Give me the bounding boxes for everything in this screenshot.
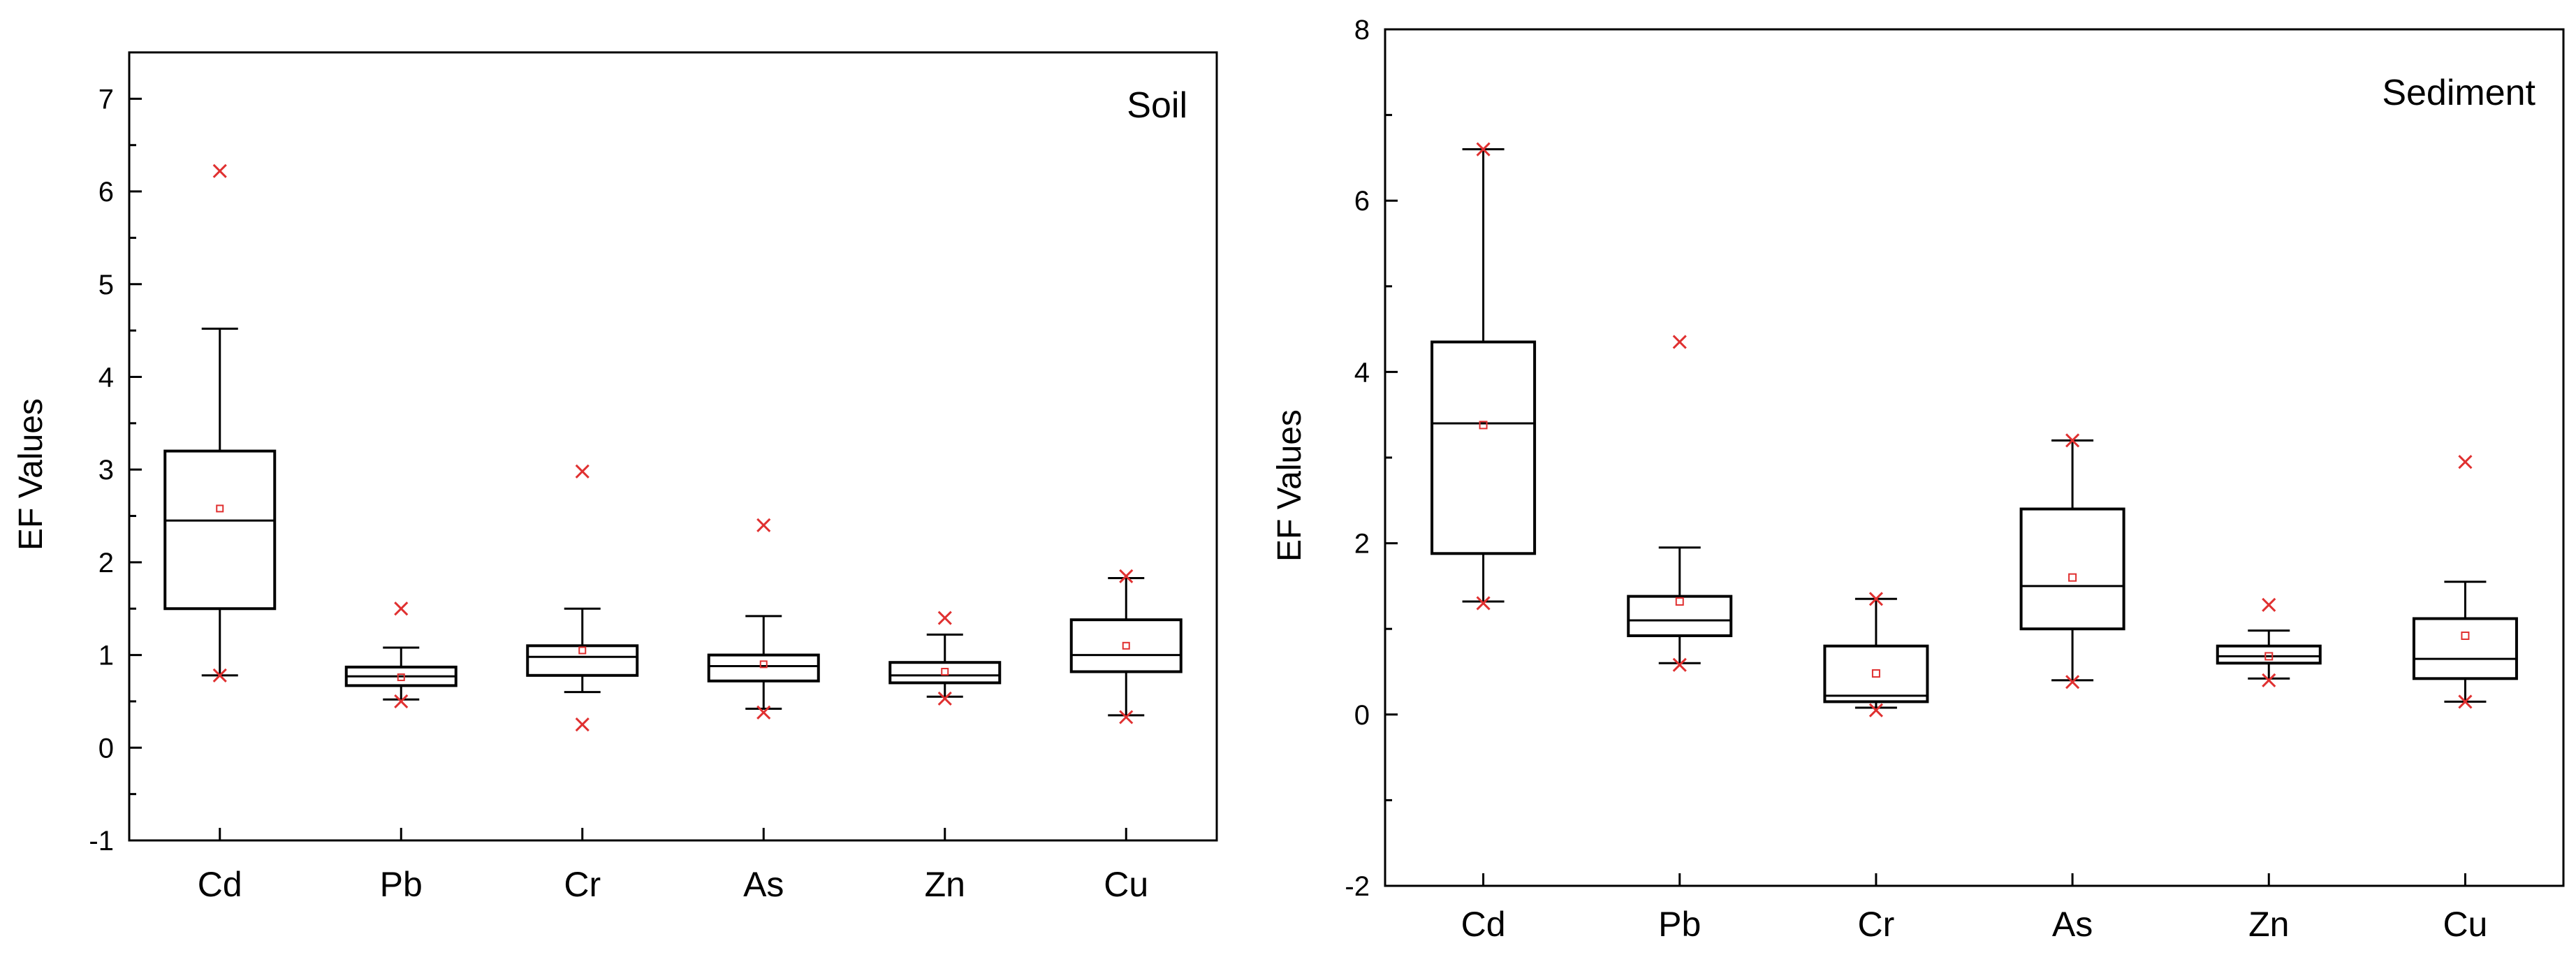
soil-xtick-label-cd: Cd bbox=[198, 865, 242, 904]
soil-box-as bbox=[707, 518, 820, 720]
mean-marker bbox=[941, 667, 949, 676]
soil-panel-title: Soil bbox=[1127, 85, 1187, 126]
soil-box-pb bbox=[344, 602, 458, 709]
sediment-ytick-label: 4 bbox=[1354, 357, 1370, 388]
min-marker bbox=[394, 694, 409, 709]
soil-box-cr bbox=[526, 464, 639, 732]
soil-ytick-label: 4 bbox=[98, 362, 114, 393]
soil-ytick-label: 1 bbox=[98, 641, 114, 671]
soil-xtick-label-pb: Pb bbox=[380, 865, 423, 904]
soil-box-cd bbox=[163, 163, 277, 683]
iqr-box bbox=[163, 449, 277, 611]
soil-ytick-label: 3 bbox=[98, 455, 114, 486]
sediment-box-pb bbox=[1627, 335, 1733, 672]
soil-ytick-label: 7 bbox=[98, 84, 114, 115]
iqr-box bbox=[707, 653, 820, 683]
mean-marker bbox=[1675, 597, 1684, 606]
min-marker bbox=[1672, 657, 1687, 672]
min-marker bbox=[1476, 596, 1491, 611]
sediment-plot-frame bbox=[1384, 28, 2565, 887]
sediment-xtick-label-zn: Zn bbox=[2248, 905, 2289, 944]
sediment-panel: -2 0 2 4 6 8 EF Values Cd Pb Cr As Zn Cu Sediment bbox=[1271, 15, 2565, 944]
iqr-box bbox=[1430, 340, 1537, 555]
sediment-ytick-label: -2 bbox=[1345, 871, 1370, 902]
soil-ytick-label: 5 bbox=[98, 270, 114, 300]
mean-marker bbox=[1122, 641, 1130, 650]
mean-marker bbox=[397, 673, 405, 681]
mean-marker bbox=[2461, 632, 2470, 641]
mean-marker bbox=[2264, 652, 2274, 661]
mean-marker bbox=[759, 660, 768, 669]
max-marker bbox=[1672, 335, 1687, 349]
sediment-box-cu bbox=[2412, 455, 2518, 709]
sediment-box-cd bbox=[1430, 142, 1537, 611]
sediment-box-as bbox=[2019, 433, 2125, 690]
min-marker bbox=[937, 691, 952, 706]
sediment-y-axis-label: EF Values bbox=[1271, 409, 1308, 562]
soil-box-cu bbox=[1069, 569, 1183, 724]
sediment-box-cr bbox=[1823, 592, 1929, 717]
soil-plot-frame bbox=[128, 51, 1218, 842]
iqr-box bbox=[1627, 595, 1733, 638]
iqr-box bbox=[2216, 644, 2322, 665]
sediment-xtick-label-cr: Cr bbox=[1858, 905, 1895, 944]
max-marker bbox=[1119, 569, 1134, 583]
min-marker bbox=[575, 717, 590, 732]
iqr-box bbox=[888, 661, 1002, 685]
min-marker bbox=[2458, 694, 2473, 709]
iqr-box bbox=[526, 644, 639, 677]
sediment-xtick-label-as: As bbox=[2052, 905, 2093, 944]
sediment-ytick-label: 8 bbox=[1354, 15, 1370, 45]
mean-marker bbox=[1871, 669, 1880, 678]
soil-ytick-label: -1 bbox=[89, 826, 114, 856]
max-marker bbox=[937, 611, 952, 625]
max-marker bbox=[394, 602, 409, 616]
min-marker bbox=[1119, 710, 1134, 724]
max-marker bbox=[2065, 433, 2080, 448]
sediment-xtick-label-cd: Cd bbox=[1461, 905, 1506, 944]
max-marker bbox=[575, 464, 590, 479]
soil-box-zn bbox=[888, 611, 1002, 706]
soil-panel: -1 0 1 2 3 4 5 6 7 EF Values Cd Pb Cr As Zn Cu Soil bbox=[13, 51, 1218, 904]
max-marker bbox=[2262, 597, 2276, 612]
mean-marker bbox=[578, 646, 587, 655]
iqr-box bbox=[1823, 644, 1929, 704]
sediment-xtick-label-cu: Cu bbox=[2443, 905, 2487, 944]
soil-xtick-label-cu: Cu bbox=[1104, 865, 1148, 904]
soil-y-axis-label: EF Values bbox=[13, 398, 50, 551]
soil-ytick-label: 6 bbox=[98, 177, 114, 207]
sediment-ytick-label: 6 bbox=[1354, 186, 1370, 217]
max-marker bbox=[1868, 592, 1883, 606]
iqr-box bbox=[2019, 507, 2125, 631]
min-marker bbox=[2065, 675, 2080, 690]
soil-ytick-label: 2 bbox=[98, 548, 114, 578]
sediment-panel-title: Sediment bbox=[2382, 73, 2535, 113]
sediment-box-zn bbox=[2216, 597, 2322, 687]
soil-xtick-label-as: As bbox=[743, 865, 784, 904]
soil-xtick-label-cr: Cr bbox=[564, 865, 601, 904]
max-marker bbox=[2458, 455, 2473, 469]
max-marker bbox=[212, 163, 227, 178]
min-marker bbox=[212, 668, 227, 683]
mean-marker bbox=[216, 504, 224, 513]
min-marker bbox=[2262, 673, 2276, 687]
iqr-box bbox=[1069, 618, 1183, 673]
mean-marker bbox=[2068, 573, 2077, 582]
max-marker bbox=[1476, 142, 1491, 156]
mean-marker bbox=[1479, 421, 1488, 430]
min-marker bbox=[1868, 703, 1883, 717]
iqr-box bbox=[2412, 617, 2518, 680]
sediment-ytick-label: 0 bbox=[1354, 700, 1370, 731]
min-marker bbox=[756, 705, 771, 720]
soil-xtick-label-zn: Zn bbox=[925, 865, 965, 904]
max-marker bbox=[756, 518, 771, 532]
sediment-xtick-label-pb: Pb bbox=[1658, 905, 1701, 944]
soil-ytick-label: 0 bbox=[98, 733, 114, 764]
sediment-ytick-label: 2 bbox=[1354, 529, 1370, 560]
